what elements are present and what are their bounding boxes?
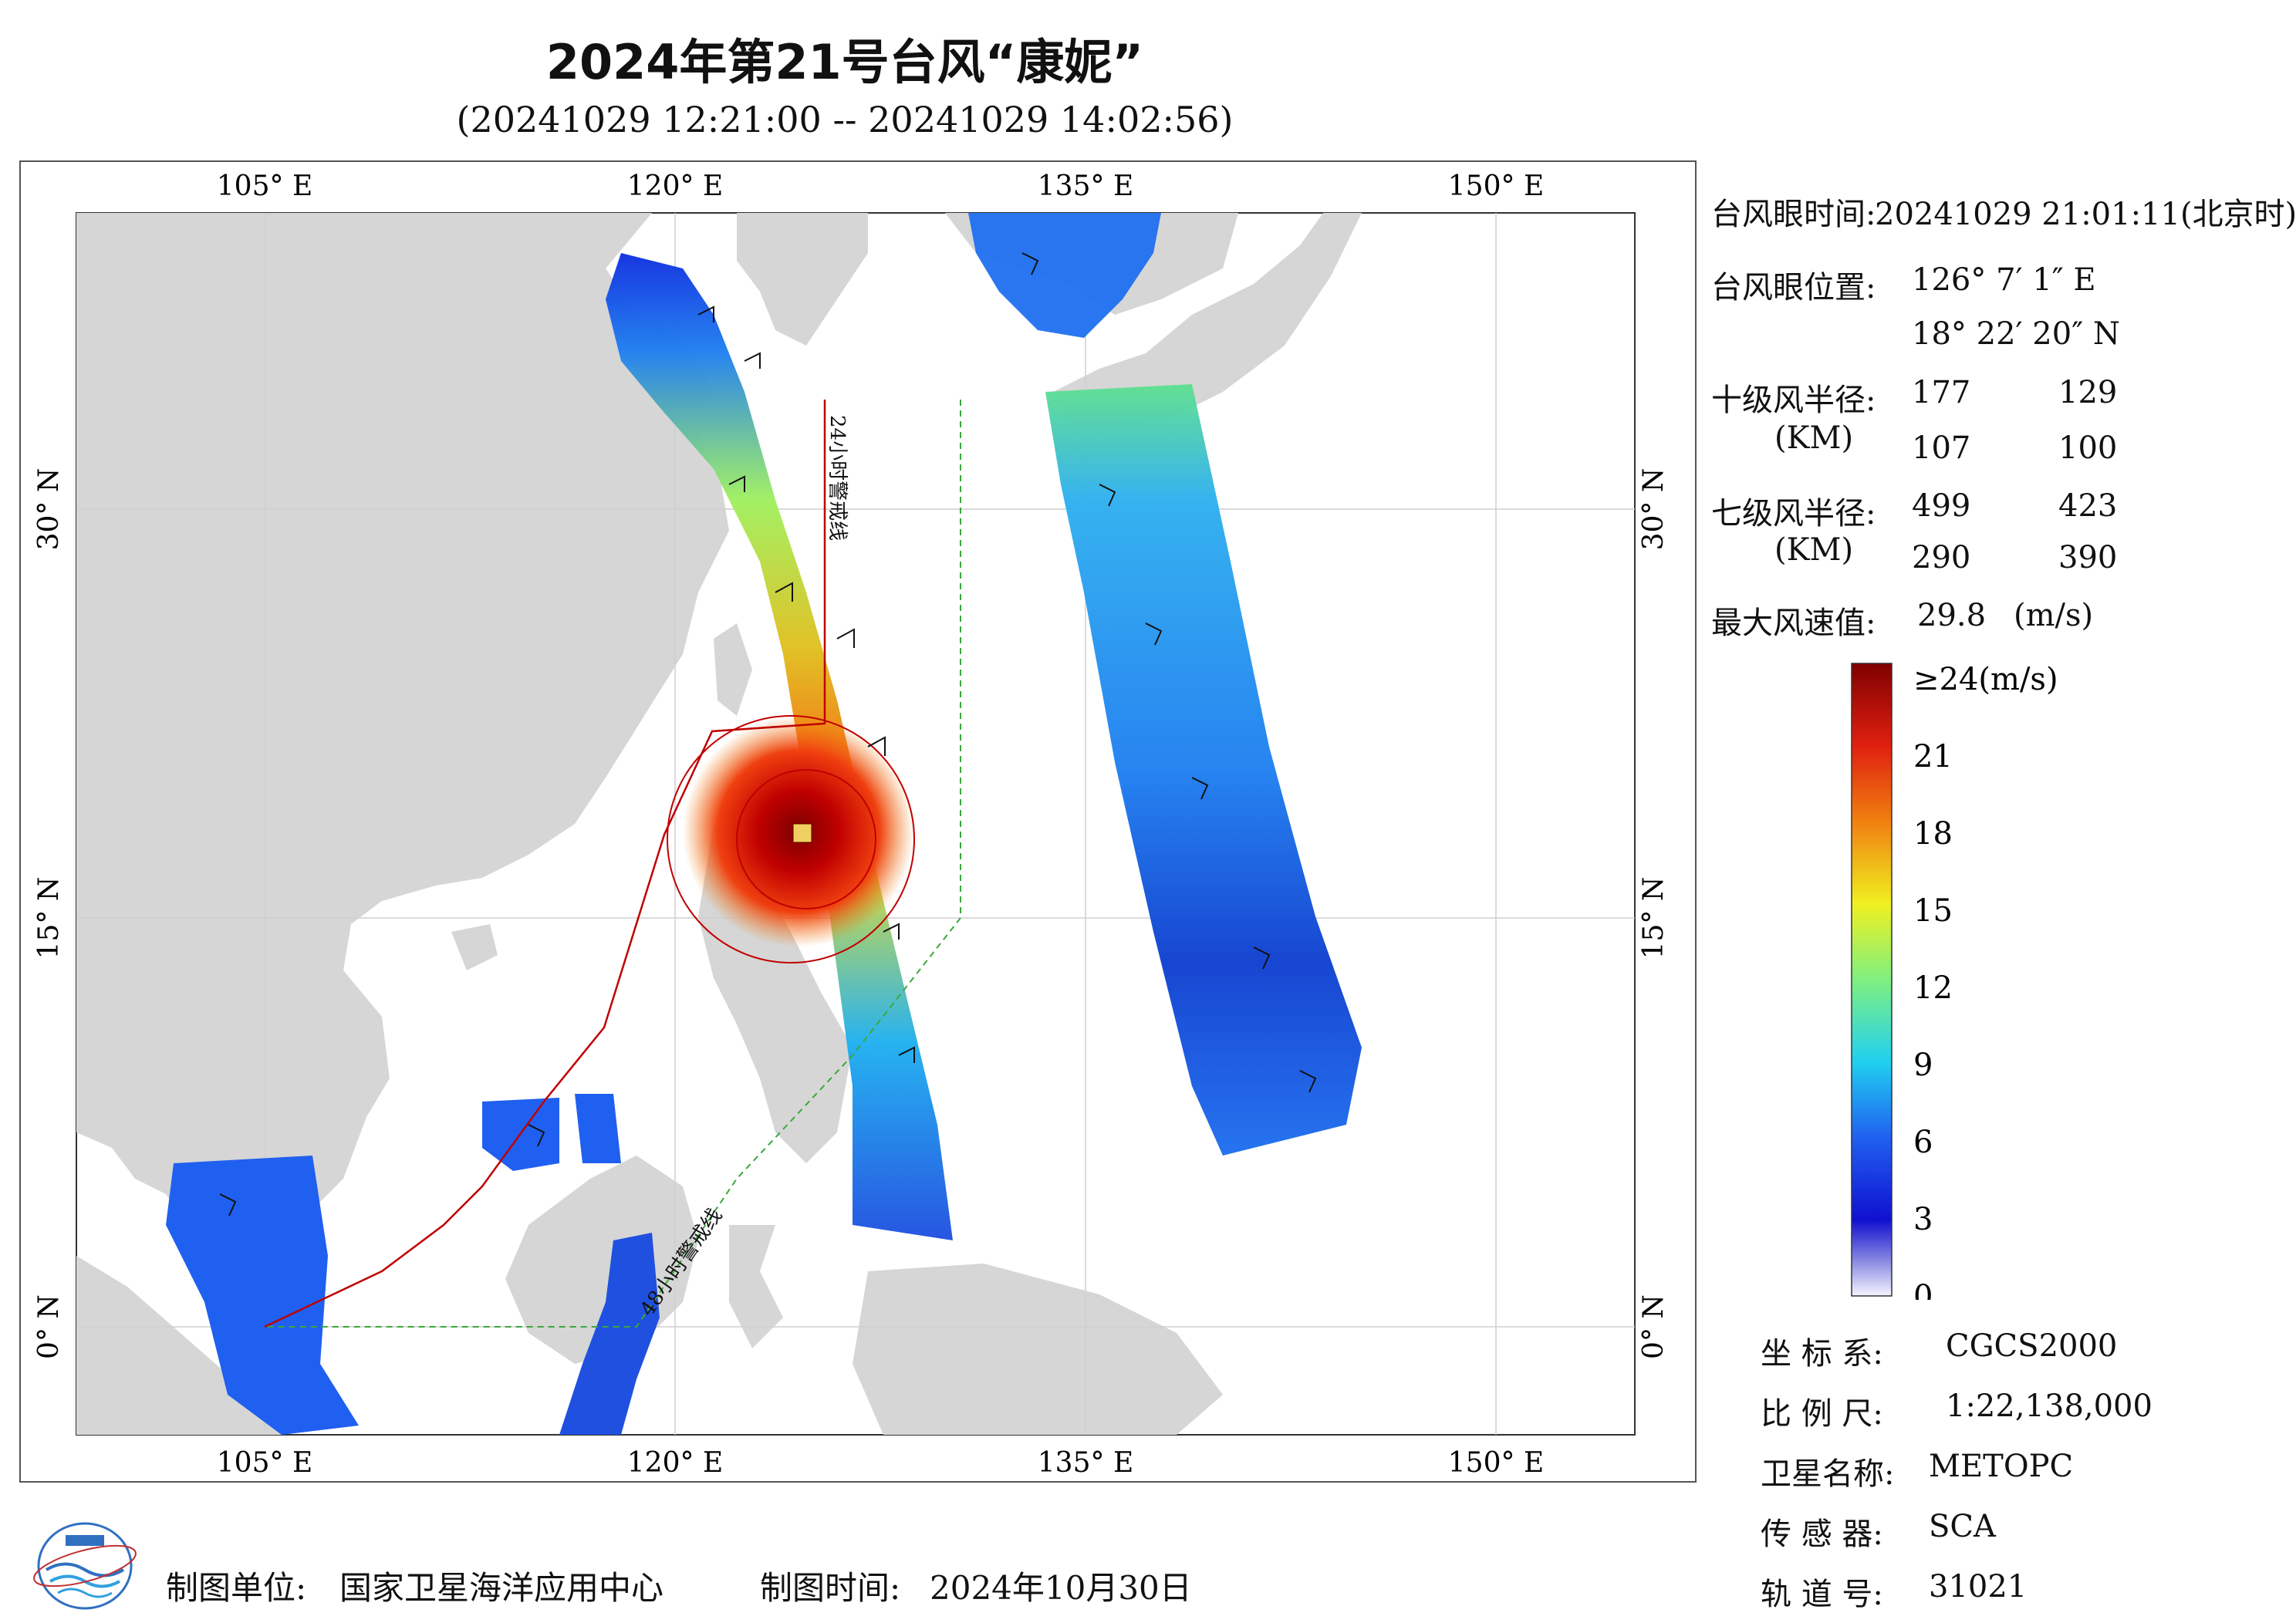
r10-label: 十级风半径: <box>1711 383 1876 418</box>
land-japan <box>1053 213 1362 430</box>
r10-unit: (KM) <box>1774 420 1854 456</box>
r7-value-nw: 390 <box>2058 540 2118 575</box>
wind-field-map[interactable]: 24小时警戒线 48小时警戒线 105° E 120° E 135° E 150… <box>19 160 1693 1480</box>
colorbar-label: ≥24(m/s) <box>1913 662 2058 697</box>
land-korea <box>737 213 868 346</box>
colorbar-label: 21 <box>1913 739 1953 774</box>
date-value: 2024年10月30日 <box>930 1569 1192 1607</box>
r10-value-se: 129 <box>2058 375 2118 410</box>
colorbar-label: 6 <box>1913 1125 1933 1160</box>
scale-label: 比 例 尺: <box>1761 1396 1883 1432</box>
r10-value-ne: 177 <box>1912 375 1971 410</box>
nsoas-logo <box>33 1522 137 1610</box>
wind-speed-colorbar: ≥24(m/s) 21 18 15 12 9 6 3 0 <box>1851 662 2058 1300</box>
orbit-label: 轨 道 号: <box>1761 1577 1883 1612</box>
time-range-subtitle: (20241029 12:21:00 -- 20241029 14:02:56) <box>456 99 1234 140</box>
date-label: 制图时间: <box>760 1569 901 1607</box>
eye-time-label: 台风眼时间: <box>1711 197 1876 232</box>
r7-value-ne: 499 <box>1912 488 1971 524</box>
typhoon-eye-marker <box>792 823 812 843</box>
warning-24h-label: 24小时警戒线 <box>826 415 849 541</box>
orbit-value: 31021 <box>1929 1569 2028 1604</box>
warning-line-24h <box>264 400 826 1328</box>
lon-tick-bottom-105: 105° E <box>217 1447 312 1479</box>
lon-tick-top-105: 105° E <box>217 170 312 202</box>
sensor-label: 传 感 器: <box>1761 1517 1883 1552</box>
map-title: 2024年第21号台风“康妮” <box>545 34 1144 90</box>
satellite-label: 卫星名称: <box>1761 1456 1895 1492</box>
scatterometer-swath-east <box>1045 384 1362 1156</box>
max-wind-unit: (m/s) <box>2014 598 2094 633</box>
eye-position-label: 台风眼位置: <box>1711 270 1876 305</box>
lon-tick-top-150: 150° E <box>1448 170 1544 202</box>
scatterometer-patch-sea4 <box>559 1233 660 1435</box>
land-hainan <box>451 924 498 970</box>
crs-label: 坐 标 系: <box>1761 1336 1883 1372</box>
land-sulawesi <box>729 1225 783 1348</box>
eye-latitude: 18° 22′ 20″ N <box>1912 316 2120 352</box>
scatterometer-patch-sea2 <box>575 1094 621 1163</box>
colorbar-label: 12 <box>1913 970 1953 1006</box>
radius-10-level <box>736 769 876 909</box>
max-wind-label: 最大风速值: <box>1711 606 1876 641</box>
r10-value-sw: 107 <box>1912 430 1971 466</box>
colorbar-label: 15 <box>1913 893 1953 929</box>
scatterometer-swath-west <box>606 253 953 1240</box>
colorbar-ramp <box>1851 663 1893 1297</box>
scatterometer-swath-north <box>968 213 1161 338</box>
r7-value-sw: 290 <box>1912 540 1971 575</box>
colorbar-label: 9 <box>1913 1048 1933 1083</box>
wind-barbs <box>219 252 1317 1216</box>
maker-value: 国家卫星海洋应用中心 <box>339 1569 664 1607</box>
radius-7-level <box>667 715 915 963</box>
r7-label: 七级风半径: <box>1711 496 1876 531</box>
max-wind-value: 29.8 <box>1917 598 1987 633</box>
r7-unit: (KM) <box>1774 532 1854 568</box>
r10-value-nw: 100 <box>2058 430 2118 466</box>
lat-tick-left-30: 30° N <box>33 468 65 551</box>
colorbar-label: 0 <box>1913 1279 1933 1300</box>
eye-longitude: 126° 7′ 1″ E <box>1912 262 2096 298</box>
sensor-value: SCA <box>1929 1509 1996 1544</box>
lon-tick-bottom-135: 135° E <box>1038 1447 1133 1479</box>
r7-value-se: 423 <box>2058 488 2118 524</box>
scatterometer-patch-sea3 <box>166 1156 359 1435</box>
scale-value: 1:22,138,000 <box>1946 1388 2152 1424</box>
lon-tick-bottom-120: 120° E <box>627 1447 723 1479</box>
lat-tick-right-15: 15° N <box>1638 877 1670 960</box>
lon-tick-top-120: 120° E <box>627 170 723 202</box>
lat-tick-right-0: 0° N <box>1638 1294 1670 1359</box>
lon-tick-top-135: 135° E <box>1038 170 1133 202</box>
eye-time-value: 20241029 21:01:11(北京时) <box>1875 197 2296 232</box>
land-newguinea <box>853 1264 1223 1435</box>
lon-tick-bottom-150: 150° E <box>1448 1447 1544 1479</box>
satellite-value: METOPC <box>1929 1449 2074 1484</box>
lat-tick-right-30: 30° N <box>1638 468 1670 551</box>
crs-value: CGCS2000 <box>1946 1328 2118 1364</box>
colorbar-label: 3 <box>1913 1202 1933 1237</box>
warning-line-48h <box>265 400 961 1328</box>
land-asia-mainland <box>76 213 729 1318</box>
colorbar-label: 18 <box>1913 816 1953 852</box>
land-taiwan <box>714 623 752 716</box>
maker-label: 制图单位: <box>166 1569 307 1607</box>
lat-tick-left-15: 15° N <box>33 877 65 960</box>
lat-tick-left-0: 0° N <box>33 1294 65 1359</box>
